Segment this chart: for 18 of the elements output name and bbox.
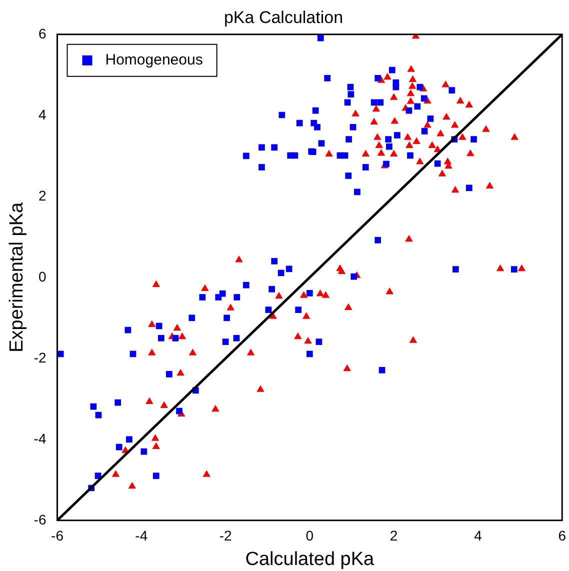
x-tick-label: 6 <box>558 528 566 544</box>
legend-label: Homogeneous <box>105 52 203 69</box>
x-axis-title: Calculated pKa <box>245 548 375 570</box>
y-axis-title: Experimental pKa <box>6 202 28 352</box>
y-tick-label: 0 <box>38 268 46 284</box>
y-tick-label: -2 <box>34 349 46 366</box>
chart-title: pKa Calculation <box>224 8 344 27</box>
y-tick-label: 4 <box>38 106 46 122</box>
x-tick-label: -2 <box>219 528 232 544</box>
y-tick-label: -6 <box>34 511 46 528</box>
x-tick-label: 0 <box>306 528 314 544</box>
x-tick-label: 4 <box>474 528 482 544</box>
y-tick-label: 6 <box>38 25 46 42</box>
x-tick-label: -6 <box>51 528 64 544</box>
y-tick-label: -4 <box>34 430 46 446</box>
x-tick-label: 2 <box>390 528 398 544</box>
y-tick-label: 2 <box>38 187 46 204</box>
x-tick-label: -4 <box>135 528 148 544</box>
